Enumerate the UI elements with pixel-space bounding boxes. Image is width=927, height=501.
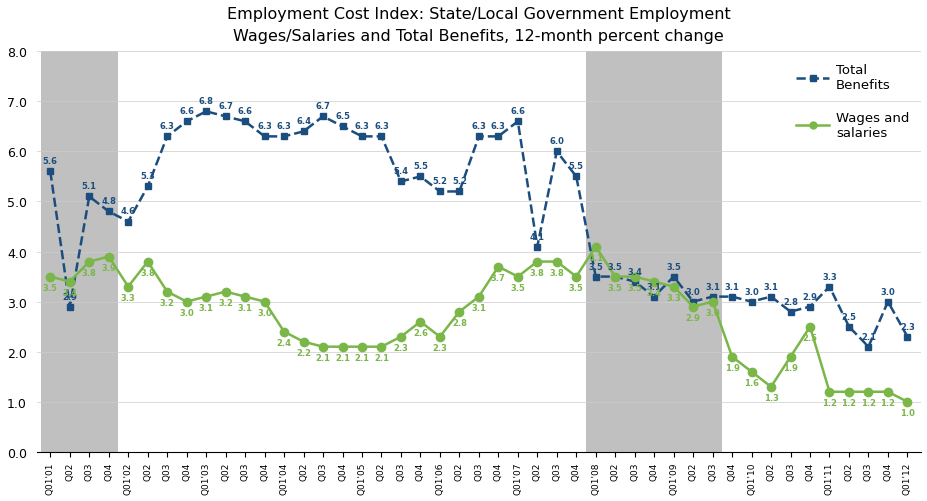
Text: 2.8: 2.8 xyxy=(782,297,797,306)
Bar xyxy=(585,52,721,452)
Text: 3.1: 3.1 xyxy=(646,282,661,291)
Text: 3.1: 3.1 xyxy=(724,282,739,291)
Text: 2.5: 2.5 xyxy=(802,333,817,342)
Text: 6.6: 6.6 xyxy=(510,107,525,116)
Text: 3.0: 3.0 xyxy=(179,308,194,317)
Text: 3.7: 3.7 xyxy=(490,273,505,282)
Text: 3.0: 3.0 xyxy=(705,308,719,317)
Text: 6.3: 6.3 xyxy=(159,122,174,131)
Text: 6.4: 6.4 xyxy=(296,117,311,126)
Text: 2.3: 2.3 xyxy=(899,322,914,331)
Text: 3.8: 3.8 xyxy=(140,268,155,277)
Text: 5.2: 5.2 xyxy=(451,177,466,186)
Text: 6.3: 6.3 xyxy=(276,122,291,131)
Text: 4.6: 4.6 xyxy=(121,207,135,216)
Text: 1.2: 1.2 xyxy=(880,398,895,407)
Text: 6.3: 6.3 xyxy=(471,122,486,131)
Text: 6.3: 6.3 xyxy=(374,122,388,131)
Bar xyxy=(41,52,119,452)
Text: 2.9: 2.9 xyxy=(62,292,77,301)
Text: 6.6: 6.6 xyxy=(237,107,252,116)
Text: 5.4: 5.4 xyxy=(393,167,408,176)
Text: 3.5: 3.5 xyxy=(588,262,603,271)
Text: 3.1: 3.1 xyxy=(471,303,486,312)
Text: 6.8: 6.8 xyxy=(198,97,213,106)
Text: 3.3: 3.3 xyxy=(666,293,680,302)
Text: 2.1: 2.1 xyxy=(354,353,369,362)
Text: 3.8: 3.8 xyxy=(529,268,544,277)
Text: 1.3: 1.3 xyxy=(763,393,778,402)
Text: 3.5: 3.5 xyxy=(607,283,622,292)
Text: 3.0: 3.0 xyxy=(257,308,272,317)
Text: 3.9: 3.9 xyxy=(101,263,116,272)
Text: 3.1: 3.1 xyxy=(198,303,213,312)
Text: 1.2: 1.2 xyxy=(821,398,836,407)
Text: 3.8: 3.8 xyxy=(549,268,564,277)
Text: 5.2: 5.2 xyxy=(432,177,447,186)
Text: 6.7: 6.7 xyxy=(315,102,330,111)
Text: 1.9: 1.9 xyxy=(782,363,797,372)
Text: 1.6: 1.6 xyxy=(743,378,758,387)
Text: 3.4: 3.4 xyxy=(627,267,641,276)
Text: 3.5: 3.5 xyxy=(43,283,57,292)
Text: 3.1: 3.1 xyxy=(763,282,778,291)
Text: 6.7: 6.7 xyxy=(218,102,233,111)
Text: 4.1: 4.1 xyxy=(529,232,544,241)
Text: 3.1: 3.1 xyxy=(237,303,252,312)
Text: 3.0: 3.0 xyxy=(685,287,700,296)
Text: 3.5: 3.5 xyxy=(627,283,641,292)
Text: 1.0: 1.0 xyxy=(899,408,914,417)
Text: 2.1: 2.1 xyxy=(335,353,349,362)
Text: 5.6: 5.6 xyxy=(43,157,57,166)
Text: 3.8: 3.8 xyxy=(82,268,96,277)
Text: 6.3: 6.3 xyxy=(257,122,272,131)
Title: Employment Cost Index: State/Local Government Employment
Wages/Salaries and Tota: Employment Cost Index: State/Local Gover… xyxy=(227,7,730,44)
Text: 2.4: 2.4 xyxy=(276,338,291,347)
Text: 5.5: 5.5 xyxy=(568,162,583,171)
Text: 5.3: 5.3 xyxy=(140,172,155,181)
Text: 3.3: 3.3 xyxy=(121,293,135,302)
Text: 3.4: 3.4 xyxy=(62,288,77,297)
Text: 3.0: 3.0 xyxy=(880,287,895,296)
Text: 2.5: 2.5 xyxy=(841,312,856,321)
Text: 2.2: 2.2 xyxy=(296,348,311,357)
Text: 6.0: 6.0 xyxy=(549,137,564,146)
Text: 1.9: 1.9 xyxy=(724,363,739,372)
Text: 2.8: 2.8 xyxy=(451,318,466,327)
Text: 4.8: 4.8 xyxy=(101,197,116,206)
Text: 1.2: 1.2 xyxy=(841,398,856,407)
Text: 3.3: 3.3 xyxy=(821,272,836,281)
Text: 3.5: 3.5 xyxy=(607,262,622,271)
Text: 6.6: 6.6 xyxy=(179,107,194,116)
Text: 5.5: 5.5 xyxy=(413,162,427,171)
Text: 2.1: 2.1 xyxy=(374,353,388,362)
Text: 2.3: 2.3 xyxy=(393,343,408,352)
Text: 3.2: 3.2 xyxy=(218,298,233,307)
Text: 3.5: 3.5 xyxy=(510,283,525,292)
Text: 6.3: 6.3 xyxy=(490,122,505,131)
Text: 3.5: 3.5 xyxy=(666,262,680,271)
Text: 2.6: 2.6 xyxy=(413,328,427,337)
Text: 6.3: 6.3 xyxy=(354,122,369,131)
Text: 3.4: 3.4 xyxy=(646,288,661,297)
Text: 4.1: 4.1 xyxy=(588,253,603,262)
Text: 3.5: 3.5 xyxy=(568,283,583,292)
Text: 3.1: 3.1 xyxy=(705,282,719,291)
Legend: Total
Benefits, Wages and
salaries: Total Benefits, Wages and salaries xyxy=(790,59,913,145)
Text: 6.5: 6.5 xyxy=(335,112,349,121)
Text: 1.2: 1.2 xyxy=(860,398,875,407)
Text: 2.3: 2.3 xyxy=(432,343,447,352)
Text: 2.1: 2.1 xyxy=(860,332,875,341)
Text: 3.0: 3.0 xyxy=(743,287,758,296)
Text: 2.1: 2.1 xyxy=(315,353,330,362)
Text: 2.9: 2.9 xyxy=(802,292,817,301)
Text: 5.1: 5.1 xyxy=(82,182,96,191)
Text: 3.2: 3.2 xyxy=(159,298,174,307)
Text: 2.9: 2.9 xyxy=(685,313,700,322)
